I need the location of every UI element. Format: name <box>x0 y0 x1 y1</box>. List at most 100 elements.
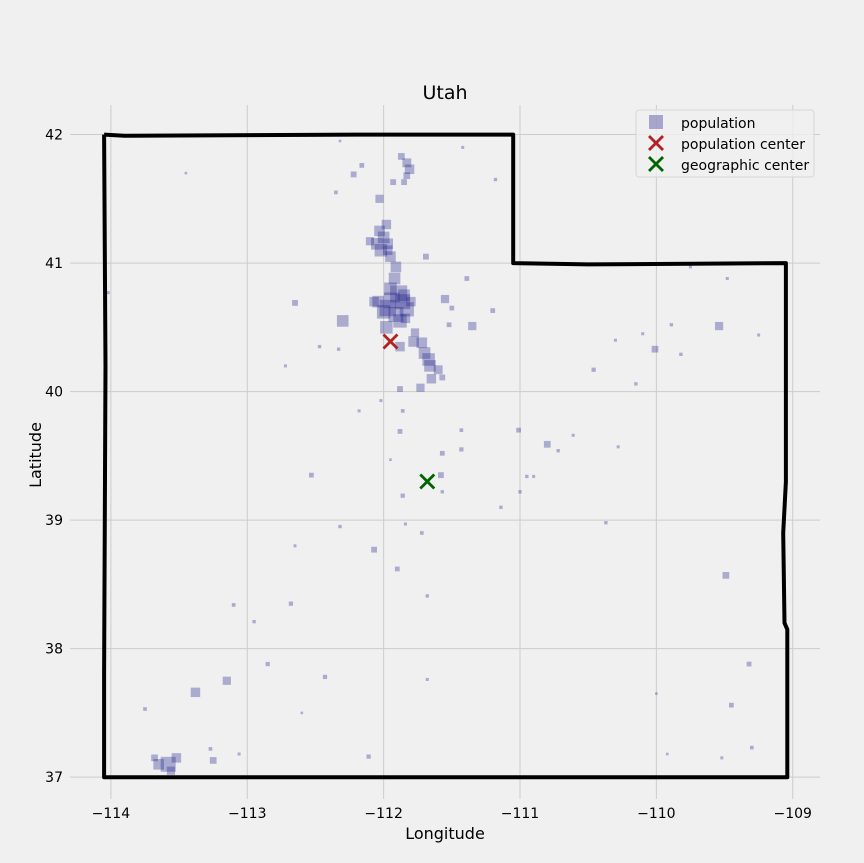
y-tick-label: 42 <box>45 128 63 144</box>
legend-box <box>635 109 815 178</box>
population-point <box>308 472 314 478</box>
population-point <box>419 531 424 535</box>
population-point <box>265 661 270 667</box>
population-point <box>317 344 322 349</box>
y-tick-labels: 37 38 39 40 41 42 <box>45 128 63 787</box>
x-axis-title: Longitude <box>405 824 485 843</box>
population-point <box>390 179 397 186</box>
x-tick-label: −111 <box>501 806 539 822</box>
population-point <box>357 409 361 413</box>
population-point <box>398 289 410 302</box>
population-point <box>160 756 176 772</box>
legend-population-center-marker <box>648 135 664 151</box>
population-point <box>749 745 754 750</box>
population-point <box>446 322 452 328</box>
population-point <box>720 756 724 760</box>
population-point <box>383 292 400 309</box>
chart-title: Utah <box>422 82 467 104</box>
x-tick-label: −110 <box>637 806 675 822</box>
population-point <box>231 603 236 607</box>
population-center-marker <box>382 333 399 350</box>
population-point <box>425 594 429 598</box>
population-point <box>424 360 436 372</box>
population-point <box>293 544 297 548</box>
population-point <box>651 345 659 353</box>
legend-population-swatch <box>649 115 663 129</box>
population-point <box>300 711 304 715</box>
population-point <box>722 572 730 579</box>
population-point <box>395 294 411 310</box>
population-point <box>336 347 341 351</box>
population-point <box>209 757 217 764</box>
population-point <box>440 294 450 304</box>
population-point <box>746 661 752 667</box>
geographic-center-marker <box>419 473 436 490</box>
population-point <box>426 374 437 384</box>
population-point <box>459 447 464 452</box>
grid-lines <box>70 105 820 799</box>
population-point <box>416 383 425 392</box>
population-point <box>425 677 429 681</box>
population-point <box>449 305 455 311</box>
population-point <box>616 445 620 449</box>
population-point <box>190 687 201 698</box>
population-point <box>376 305 391 319</box>
population-point <box>403 172 411 180</box>
population-point <box>400 313 411 324</box>
population-point <box>525 474 529 479</box>
population-point <box>571 433 575 437</box>
population-point <box>237 752 241 756</box>
population-point <box>336 315 349 327</box>
population-point <box>288 601 294 606</box>
population-point <box>374 225 385 237</box>
population-point <box>390 285 408 303</box>
population-point <box>388 272 401 285</box>
population-point <box>725 277 729 280</box>
population-point <box>379 299 396 317</box>
population-point <box>403 522 407 526</box>
population-point <box>338 524 342 529</box>
population-point <box>377 231 390 244</box>
population-point <box>372 295 384 308</box>
population-point <box>393 314 407 328</box>
population-point <box>184 171 188 175</box>
population-point <box>252 619 256 624</box>
population-point <box>397 429 403 434</box>
population-point <box>757 333 761 337</box>
population-point <box>416 337 428 349</box>
population-point <box>380 321 393 334</box>
population-point <box>410 328 420 337</box>
population-point <box>369 296 379 307</box>
legend-population-label: population <box>681 116 756 132</box>
population-point <box>171 753 182 763</box>
population-point <box>406 296 416 307</box>
population-point <box>365 237 375 246</box>
population-point <box>461 145 465 149</box>
population-point <box>493 177 498 182</box>
population-point <box>418 347 431 359</box>
legend-geographic-center-label: geographic center <box>681 158 809 174</box>
population-point <box>532 474 536 478</box>
population-point <box>438 472 444 479</box>
population-point <box>395 341 405 352</box>
population-point <box>371 237 383 250</box>
population-point <box>499 505 503 509</box>
population-point <box>390 261 402 273</box>
population-point <box>641 332 645 336</box>
population-point <box>401 179 407 186</box>
x-tick-label: −109 <box>774 806 812 822</box>
x-tick-label: −113 <box>228 806 266 822</box>
population-point <box>384 282 397 296</box>
center-markers <box>382 333 436 490</box>
population-point <box>459 428 464 432</box>
population-point <box>516 427 522 433</box>
population-point <box>634 382 638 386</box>
population-points <box>106 139 761 775</box>
population-point <box>334 190 338 195</box>
y-tick-label: 37 <box>45 770 63 786</box>
state-border <box>102 132 790 780</box>
population-point <box>385 251 396 262</box>
population-point <box>591 367 596 372</box>
population-point <box>292 300 298 306</box>
